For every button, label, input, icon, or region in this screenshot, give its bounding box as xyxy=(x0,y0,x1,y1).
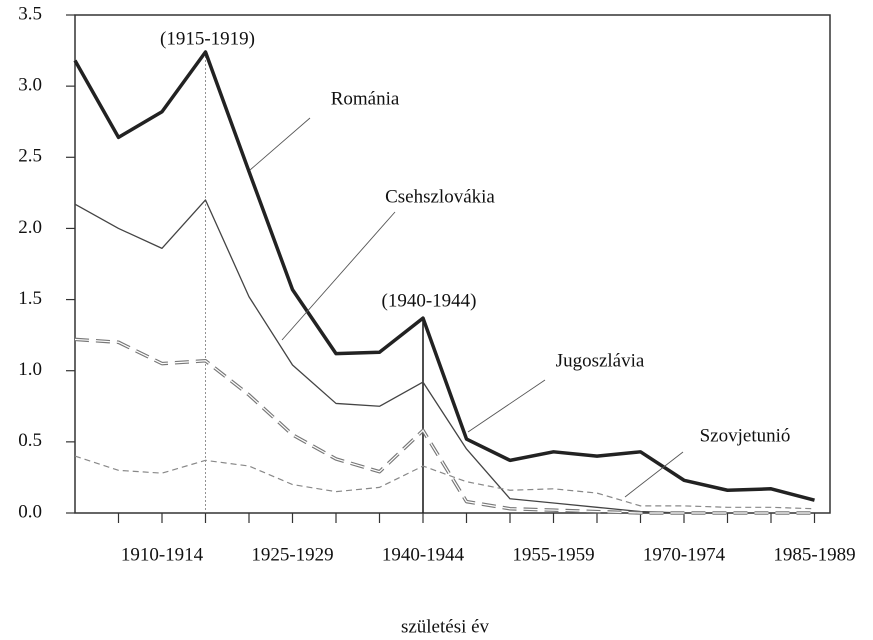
y-tick-label: 0.0 xyxy=(18,501,42,522)
series-label: Jugoszlávia xyxy=(556,350,645,371)
leader-line xyxy=(249,117,311,171)
x-tick-label: 1910-1914 xyxy=(121,544,204,565)
y-tick-label: 2.5 xyxy=(18,146,42,167)
y-tick-label: 2.0 xyxy=(18,217,42,238)
y-tick-label: 1.5 xyxy=(18,288,42,309)
x-tick-label: 1955-1959 xyxy=(512,544,594,565)
annotation: (1940-1944) xyxy=(382,290,477,311)
series-line-inner xyxy=(74,338,815,514)
series-line xyxy=(74,199,815,514)
x-tick-label: 1970-1974 xyxy=(643,544,726,565)
x-tick-label: 1940-1944 xyxy=(382,544,465,565)
plot-frame xyxy=(74,14,831,514)
y-tick-label: 1.0 xyxy=(18,359,42,380)
leader-line xyxy=(281,211,396,341)
series-label: Szovjetunió xyxy=(700,425,791,446)
leader-line xyxy=(624,451,684,498)
series-line xyxy=(73,50,815,502)
y-tick-label: 3.0 xyxy=(18,75,42,96)
y-tick-label: 3.5 xyxy=(18,3,42,24)
leader-line xyxy=(467,379,546,433)
series-label: Csehszlovákia xyxy=(385,186,495,207)
annotation: (1915-1919) xyxy=(160,28,255,49)
x-tick-label: 1925-1929 xyxy=(251,544,333,565)
x-axis-label: születési év xyxy=(401,616,490,637)
x-tick-label: 1985-1989 xyxy=(773,544,855,565)
series-line xyxy=(74,455,815,510)
y-tick-label: 0.5 xyxy=(18,430,42,451)
series-label: Románia xyxy=(331,88,400,109)
